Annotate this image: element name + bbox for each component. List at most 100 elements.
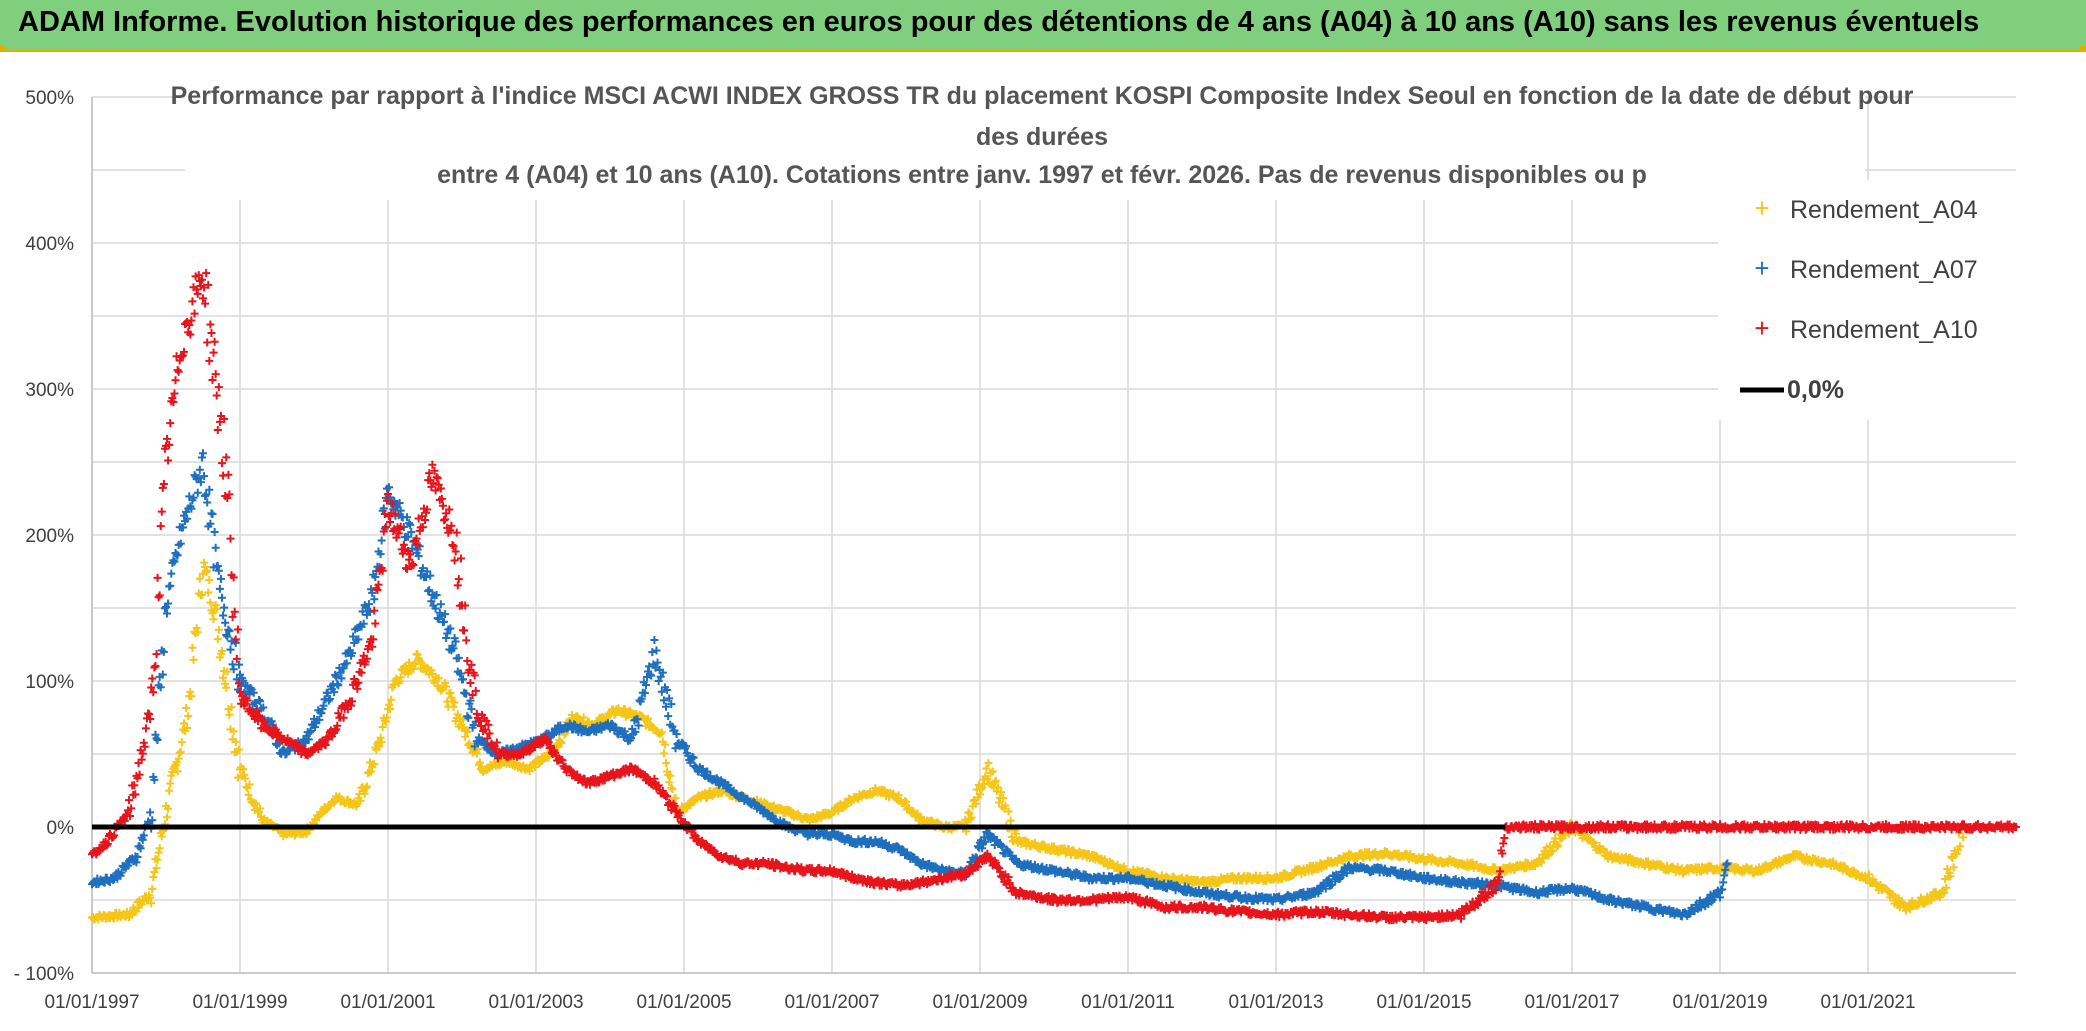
- data-point: [990, 778, 999, 787]
- x-tick-label: 01/01/2003: [488, 992, 583, 1013]
- data-point: [530, 763, 539, 772]
- data-point: [322, 805, 331, 814]
- data-point: [447, 693, 456, 702]
- data-point: [147, 899, 156, 908]
- data-point: [215, 584, 224, 593]
- y-tick-label: - 100%: [14, 964, 74, 985]
- y-tick-label: 100%: [25, 672, 74, 693]
- data-point: [671, 794, 680, 803]
- data-point: [413, 650, 422, 659]
- data-point: [206, 598, 215, 607]
- data-point: [159, 479, 168, 488]
- data-point: [222, 453, 231, 462]
- x-tick-label: 01/01/2013: [1228, 992, 1323, 1013]
- data-point: [204, 588, 213, 597]
- x-tick-label: 01/01/2005: [636, 992, 731, 1013]
- data-point: [964, 808, 973, 817]
- data-point: [376, 733, 385, 742]
- data-point: [1289, 870, 1298, 879]
- data-point: [472, 749, 481, 758]
- data-point: [983, 774, 992, 783]
- data-point: [1589, 837, 1598, 846]
- data-point: [997, 788, 1006, 797]
- data-point: [330, 798, 339, 807]
- data-point: [233, 773, 242, 782]
- data-point: [213, 635, 222, 644]
- data-point: [1590, 838, 1599, 847]
- data-point: [146, 893, 155, 902]
- data-point: [192, 624, 201, 633]
- data-point: [165, 786, 174, 795]
- data-point: [226, 645, 235, 654]
- data-point: [556, 737, 565, 746]
- data-point: [152, 864, 161, 873]
- data-point: [1001, 801, 1010, 810]
- data-point: [554, 743, 563, 752]
- data-point: [1119, 862, 1128, 871]
- x-tick-label: 01/01/2001: [340, 992, 435, 1013]
- data-point: [894, 791, 903, 800]
- data-point: [460, 626, 469, 635]
- data-point: [174, 367, 183, 376]
- data-point: [229, 727, 238, 736]
- data-point: [202, 568, 211, 577]
- data-point: [1113, 860, 1122, 869]
- data-point: [226, 534, 235, 543]
- data-point: [164, 804, 173, 813]
- report-title: ADAM Informe. Evolution historique des p…: [18, 6, 1980, 38]
- data-point: [995, 798, 1004, 807]
- data-point: [223, 667, 232, 676]
- data-point: [151, 662, 160, 671]
- data-point: [449, 702, 458, 711]
- data-points: [88, 269, 2020, 925]
- data-point: [208, 609, 217, 618]
- data-point: [234, 745, 243, 754]
- data-point: [166, 419, 175, 428]
- data-point: [375, 742, 384, 751]
- data-point: [179, 719, 188, 728]
- data-point: [146, 808, 155, 817]
- data-point: [302, 830, 311, 839]
- data-point: [183, 724, 192, 733]
- y-tick-label: 400%: [25, 234, 74, 255]
- data-point: [464, 713, 473, 722]
- series-Rendement_A07: [88, 449, 1732, 921]
- data-point: [988, 767, 997, 776]
- data-point: [362, 782, 371, 791]
- data-point: [441, 515, 450, 524]
- data-point: [210, 337, 219, 346]
- data-point: [193, 628, 202, 637]
- data-point: [967, 813, 976, 822]
- data-point: [189, 655, 198, 664]
- data-point: [174, 754, 183, 763]
- x-tick-label: 01/01/2011: [1081, 992, 1175, 1013]
- data-point: [167, 569, 176, 578]
- data-point: [152, 650, 161, 659]
- data-point: [1949, 863, 1958, 872]
- data-point: [203, 566, 212, 575]
- data-point: [644, 714, 653, 723]
- x-tick-label: 01/01/2019: [1672, 992, 1767, 1013]
- x-tick-label: 01/01/2009: [932, 992, 1027, 1013]
- data-point: [156, 522, 165, 531]
- data-point: [173, 366, 182, 375]
- data-point: [620, 705, 629, 714]
- y-tick-label: 200%: [25, 526, 74, 547]
- data-point: [971, 799, 980, 808]
- data-point: [475, 758, 484, 767]
- y-axis-ticks: 500%400%300%200%100%0%- 100%: [14, 88, 74, 985]
- data-point: [544, 753, 553, 762]
- data-point: [659, 749, 668, 758]
- data-point: [207, 329, 216, 338]
- data-point: [668, 785, 677, 794]
- data-point: [902, 797, 910, 806]
- data-point: [241, 774, 250, 783]
- x-tick-label: 01/01/2017: [1524, 992, 1619, 1013]
- data-point: [176, 747, 185, 756]
- data-point: [219, 673, 228, 682]
- data-point: [193, 488, 202, 497]
- data-point: [141, 724, 150, 733]
- data-point: [195, 574, 204, 583]
- data-point: [166, 779, 175, 788]
